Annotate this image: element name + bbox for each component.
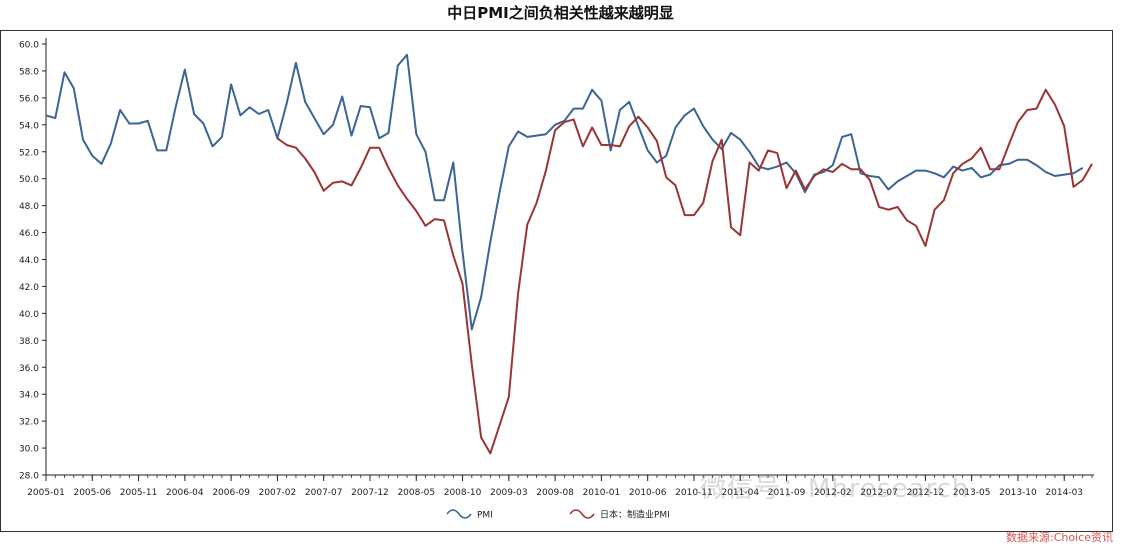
y-axis: 28.0 30.0 32.0 34.0 36.0 38.0 40.0 42.0 44.0 46.0… [19, 38, 47, 482]
x-tick-label: 2007-12 [351, 488, 389, 498]
x-tick-label: 2008-05 [397, 488, 435, 498]
x-tick-label: 2005-06 [73, 488, 111, 498]
y-tick-label: 56.0 [19, 94, 39, 104]
x-tick-label: 2012-07 [860, 488, 898, 498]
chart-title: 中日PMI之间负相关性越来越明显 [447, 4, 674, 22]
x-tick-label: 2005-01 [27, 488, 65, 498]
x-tick-label: 2006-04 [166, 488, 204, 498]
y-tick-label: 38.0 [19, 337, 39, 347]
x-axis: 2005-01 2005-06 2005-11 2006-04 2006-09 2007-… [27, 474, 1094, 498]
x-tick-label: 2007-07 [305, 488, 343, 498]
y-tick-label: 48.0 [19, 202, 39, 212]
y-tick-label: 52.0 [19, 148, 39, 158]
y-tick-label: 28.0 [19, 472, 39, 482]
y-tick-label: 36.0 [19, 364, 39, 374]
source-note: 数据来源:Choice资讯 [1006, 531, 1113, 544]
x-tick-label: 2010-11 [675, 488, 713, 498]
y-tick-label: 60.0 [19, 41, 39, 51]
y-tick-label: 34.0 [19, 391, 39, 401]
x-tick-label: 2007-02 [259, 488, 297, 498]
x-tick-label: 2013-05 [953, 488, 991, 498]
legend-label-0: PMI [477, 511, 493, 521]
y-tick-label: 54.0 [19, 121, 39, 131]
x-tick-label: 2014-03 [1045, 488, 1083, 498]
y-tick-label: 46.0 [19, 229, 39, 239]
y-tick-label: 44.0 [19, 256, 39, 266]
y-tick-label: 30.0 [19, 445, 39, 455]
legend-swatch-0 [446, 509, 472, 519]
x-tick-label: 2011-09 [768, 488, 806, 498]
x-tick-label: 2010-01 [583, 488, 621, 498]
x-tick-label: 2012-12 [907, 488, 945, 498]
y-tick-label: 40.0 [19, 310, 39, 320]
x-tick-label: 2011-04 [721, 488, 759, 498]
chart-border [0, 30, 1113, 532]
series-layer [45, 53, 1093, 455]
x-tick-label: 2012-02 [814, 488, 852, 498]
legend-label-1: 日本：制造业PMI [600, 509, 670, 521]
y-tick-label: 42.0 [19, 283, 39, 293]
legend-swatch-1 [569, 509, 595, 519]
x-tick-label: 2009-03 [490, 488, 528, 498]
x-tick-label: 2013-10 [999, 488, 1037, 498]
y-tick-label: 50.0 [19, 175, 39, 185]
legend: PMI 日本：制造业PMI [446, 509, 670, 521]
x-tick-label: 2009-08 [536, 488, 574, 498]
x-tick-label: 2008-10 [444, 488, 482, 498]
y-tick-label: 32.0 [19, 418, 39, 428]
series-line-0 [45, 53, 1084, 331]
x-tick-label: 2010-06 [629, 488, 667, 498]
series-line-1 [276, 88, 1093, 455]
x-tick-label: 2006-09 [212, 488, 250, 498]
y-tick-label: 58.0 [19, 67, 39, 77]
x-tick-label: 2005-11 [120, 488, 158, 498]
watermark-text: 微信号：Mhresearch [700, 474, 970, 504]
